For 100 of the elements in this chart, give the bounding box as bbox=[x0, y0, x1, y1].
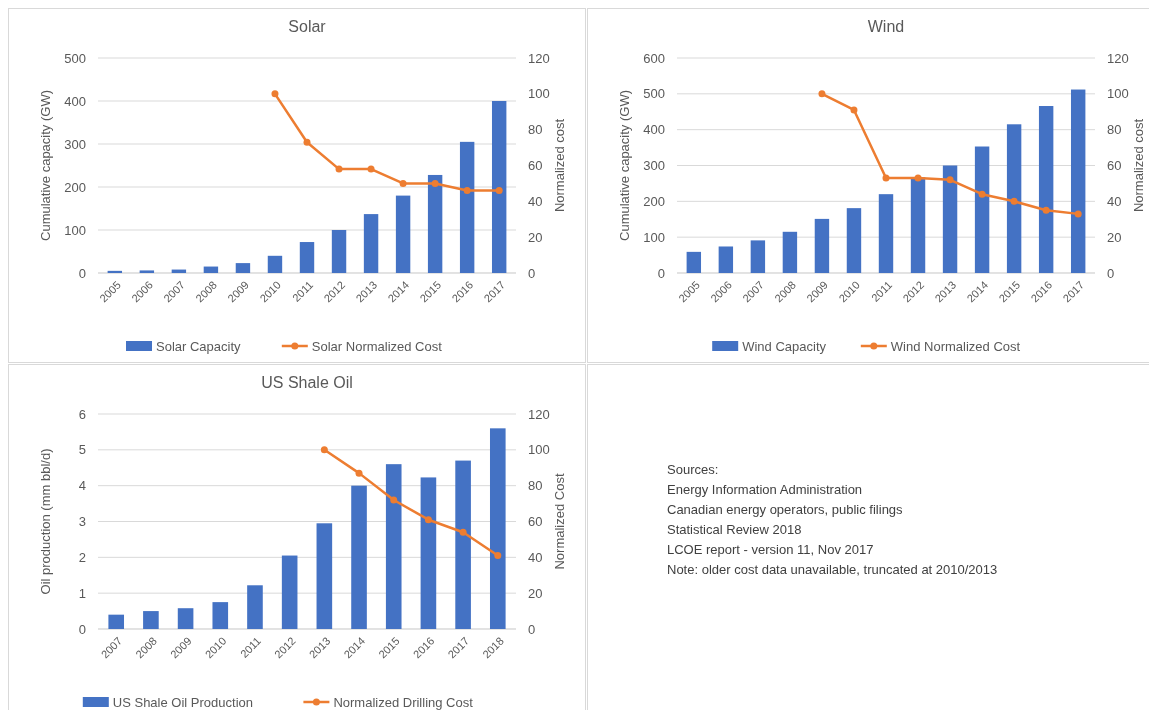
bar bbox=[974, 146, 990, 273]
y-tick-label: 0 bbox=[78, 265, 86, 281]
y2-tick-label: 60 bbox=[1107, 158, 1122, 174]
bar bbox=[782, 231, 798, 273]
y-axis-title: Oil production (mm bbl/d) bbox=[38, 448, 53, 595]
y2-tick-label: 120 bbox=[528, 50, 550, 66]
y-tick-label: 6 bbox=[78, 406, 86, 422]
point bbox=[818, 90, 826, 98]
bar bbox=[427, 174, 443, 273]
bar bbox=[686, 251, 702, 273]
text: LCOE report - version 11, Nov 2017 bbox=[667, 542, 874, 557]
text: Statistical Review 2018 bbox=[667, 522, 802, 537]
bar bbox=[942, 165, 958, 273]
point bbox=[320, 446, 328, 454]
point bbox=[946, 176, 954, 184]
y2-tick-label: 20 bbox=[528, 585, 543, 601]
y2-tick-label: 100 bbox=[528, 86, 550, 102]
y2-tick-label: 0 bbox=[528, 621, 536, 637]
point bbox=[1042, 206, 1050, 214]
y2-tick-label: 120 bbox=[1107, 50, 1129, 66]
y-tick-label: 5 bbox=[78, 442, 86, 458]
bar bbox=[395, 195, 411, 273]
y2-tick-label: 80 bbox=[528, 122, 543, 138]
legend-label: Solar Normalized Cost bbox=[311, 338, 443, 354]
point bbox=[303, 138, 311, 146]
point bbox=[1074, 210, 1082, 218]
bar bbox=[1070, 89, 1086, 273]
point bbox=[367, 165, 375, 173]
point bbox=[431, 179, 439, 187]
text: Canadian energy operators, public filings bbox=[667, 502, 904, 517]
bar bbox=[878, 194, 894, 273]
bar bbox=[108, 614, 125, 629]
legend-label: Solar Capacity bbox=[156, 338, 242, 354]
y-tick-label: 200 bbox=[64, 179, 86, 195]
legend-label: Wind Normalized Cost bbox=[890, 338, 1021, 354]
source-note: Sources: bbox=[667, 462, 719, 477]
y2-axis-title: Normalized cost bbox=[1131, 118, 1146, 213]
point bbox=[390, 496, 398, 504]
y2-tick-label: 120 bbox=[528, 406, 550, 422]
point bbox=[463, 187, 471, 195]
bar bbox=[385, 464, 402, 629]
chart-title: US Shale Oil bbox=[261, 374, 353, 391]
bar bbox=[459, 141, 475, 273]
bar bbox=[420, 477, 437, 629]
point bbox=[399, 179, 407, 187]
point bbox=[1010, 197, 1018, 205]
y-tick-label: 2 bbox=[78, 549, 86, 565]
y-tick-label: 0 bbox=[657, 265, 665, 281]
y-axis-title: Cumulative capacity (GW) bbox=[617, 90, 632, 241]
point bbox=[494, 552, 502, 560]
y-tick-label: 400 bbox=[64, 93, 86, 109]
y-tick-label: 400 bbox=[643, 122, 665, 138]
bar bbox=[143, 611, 159, 629]
y-axis-title: Cumulative capacity (GW) bbox=[38, 90, 53, 241]
bar bbox=[1006, 124, 1022, 273]
y2-tick-label: 60 bbox=[528, 158, 543, 174]
y-tick-label: 4 bbox=[78, 478, 86, 494]
point bbox=[882, 174, 890, 182]
chart-title: Wind bbox=[867, 18, 905, 35]
legend-label: Normalized Drilling Cost bbox=[333, 694, 474, 710]
y2-tick-label: 80 bbox=[528, 478, 543, 494]
y-tick-label: 200 bbox=[643, 193, 665, 209]
point bbox=[978, 190, 986, 198]
bar bbox=[331, 230, 347, 273]
y-tick-label: 300 bbox=[64, 136, 86, 152]
point bbox=[459, 528, 467, 536]
bar bbox=[107, 270, 123, 273]
point bbox=[335, 165, 343, 173]
legend-label: Wind Capacity bbox=[742, 338, 827, 354]
text: Energy Information Administration bbox=[667, 482, 863, 497]
y-tick-label: 100 bbox=[643, 229, 665, 245]
y-tick-label: 300 bbox=[643, 158, 665, 174]
bar bbox=[846, 208, 862, 273]
bar bbox=[750, 240, 766, 273]
point bbox=[424, 516, 432, 524]
point bbox=[914, 174, 922, 182]
y2-tick-label: 20 bbox=[1107, 229, 1122, 245]
y2-tick-label: 60 bbox=[528, 514, 543, 530]
y-tick-label: 100 bbox=[64, 222, 86, 238]
legend-label: US Shale Oil Production bbox=[112, 694, 253, 710]
bar bbox=[351, 485, 367, 629]
chart-title: Solar bbox=[288, 18, 327, 35]
bar bbox=[267, 255, 283, 273]
bar bbox=[910, 177, 926, 273]
point bbox=[271, 90, 279, 98]
bar bbox=[489, 428, 506, 629]
y-tick-label: 1 bbox=[78, 585, 86, 601]
bar bbox=[139, 270, 155, 273]
y2-tick-label: 100 bbox=[1107, 86, 1129, 102]
y2-tick-label: 0 bbox=[528, 265, 536, 281]
bar bbox=[299, 242, 315, 273]
y-tick-label: 600 bbox=[643, 50, 665, 66]
y2-axis-title: Normalized Cost bbox=[552, 473, 567, 570]
bar bbox=[718, 246, 734, 273]
bar bbox=[177, 608, 194, 629]
bar bbox=[363, 214, 379, 273]
bar bbox=[1038, 106, 1054, 273]
point bbox=[495, 187, 503, 195]
point bbox=[355, 469, 363, 477]
bar bbox=[235, 263, 251, 273]
